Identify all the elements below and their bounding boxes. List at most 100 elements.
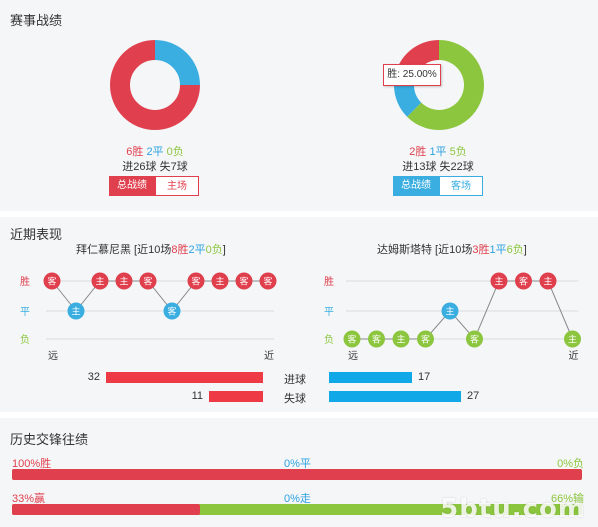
away-goals-for-bar [329,372,412,383]
recent-form-section: 近期表现 拜仁慕尼黑 [近10场8胜2平0负] 达姆斯塔特 [近10场3胜1平6… [0,217,598,412]
home-goals-against-bar [209,391,263,402]
h2h-draw-label: 0%平 [284,458,311,470]
away-form-match-venue: 客 [421,334,430,345]
away-draw-count: 1平 [429,146,447,158]
home-form-match-point[interactable] [259,272,277,290]
away-form-match-point[interactable] [417,330,434,348]
away-form-match-point[interactable] [515,272,532,290]
away-form-trend-line [352,280,573,340]
h2h-handicap-bar-track [12,504,582,515]
away-donut-slice-draw[interactable] [394,84,422,117]
h2h-handicap-loss-label: 66%输 [550,493,584,505]
h2h-handicap-bar [12,504,200,515]
home-form-match-point[interactable] [235,272,253,290]
away-form-match-point[interactable] [441,302,459,320]
head-to-head-section: 历史交锋往绩 100%胜 0%平 0%负 33%赢 0%走 66%输 5btu.… [0,418,598,527]
home-form-match-venue: 客 [191,276,200,287]
home-form-match-venue: 客 [47,276,56,287]
home-form-match-point[interactable] [115,272,133,290]
home-form-ylabel-D: 平 [20,307,30,318]
away-form-match-point[interactable] [539,272,557,290]
home-form-match-point[interactable] [67,302,85,320]
away-form-match-venue: 客 [347,334,356,345]
away-form-match-point[interactable] [564,330,581,348]
away-form-match-venue: 客 [372,334,381,345]
home-donut-slice-draw[interactable] [154,40,200,86]
h2h-result-bar [12,469,582,480]
away-goals-against-value: 27 [467,390,480,402]
home-form-match-point[interactable] [43,272,61,290]
home-form-ylabel-W: 胜 [20,276,30,288]
away-form-ylabel-L: 负 [324,333,334,346]
home-form-match-venue: 客 [143,276,152,287]
home-record-donut [110,40,200,130]
away-form-chart: 胜平负客客主客主客主客主主远近 [324,272,581,362]
away-form-match-venue: 主 [543,276,552,287]
home-form-match-point[interactable] [91,272,109,290]
home-form-match-venue: 主 [119,276,128,287]
away-form-xlabel-far: 远 [348,350,358,362]
home-form-match-point[interactable] [139,272,157,290]
away-venue-button[interactable]: 客场 [439,176,483,196]
site-watermark: 5btu.com [440,494,586,524]
home-team-name: 拜仁慕尼黑 [76,244,131,256]
away-total-record-button[interactable]: 总战绩 [393,176,439,196]
home-draw-count: 2平 [146,146,164,158]
away-loss-count: 5负 [449,146,467,158]
h2h-handicap-win-label: 33%赢 [12,493,46,505]
home-form-header: 拜仁慕尼黑 [近10场8胜2平0负] [76,244,226,256]
away-form-ylabel-D: 平 [324,307,334,318]
away-form-header: 达姆斯塔特 [近10场3胜1平6负] [377,244,527,256]
home-form-match-point[interactable] [187,272,205,290]
match-record-section: 赛事战绩 胜: 25.00% 6胜 2平 0负 进26球 失7球 总战绩 主场 … [0,0,598,211]
home-form-xlabel-near: 近 [264,349,274,362]
home-form-trend-line [51,280,268,312]
away-form-match-venue: 主 [494,276,503,287]
away-form-match-point[interactable] [466,330,483,348]
section-title: 近期表现 [10,227,63,242]
away-donut-slice-loss[interactable] [407,40,484,130]
home-form-match-point[interactable] [211,272,229,290]
home-goals-against-value: 11 [191,390,203,402]
away-goals-summary: 进13球 失22球 [402,161,474,173]
pie-tooltip: 胜: 25.00% [383,64,441,86]
home-goals-summary: 进26球 失7球 [122,161,188,173]
home-form-xlabel-far: 远 [48,350,58,362]
away-form-match-venue: 主 [445,306,454,317]
away-goals-against-bar [329,391,461,402]
h2h-handicap-push-label: 0%走 [284,493,311,505]
section-title: 赛事战绩 [10,13,63,28]
away-form-match-point[interactable] [490,272,508,290]
home-total-record-button[interactable]: 总战绩 [109,176,155,196]
goals-for-label: 进球 [284,374,306,386]
home-form-match-venue: 主 [95,276,104,287]
goals-against-label: 失球 [284,393,306,405]
home-form-chart: 胜平负客主主主客客客主客客远近 [20,272,277,362]
h2h-loss-label: 0%负 [557,458,584,470]
home-form-match-venue: 客 [263,276,272,287]
away-form-match-point[interactable] [343,330,361,348]
home-form-match-venue: 主 [215,276,224,287]
away-form-ylabel-W: 胜 [324,276,334,288]
h2h-win-label: 100%胜 [12,458,52,470]
away-form-match-venue: 客 [519,276,528,287]
away-form-match-venue: 客 [470,334,479,345]
home-venue-button[interactable]: 主场 [155,176,199,196]
away-form-match-venue: 主 [396,334,405,345]
home-form-ylabel-L: 负 [20,333,30,346]
home-form-match-venue: 客 [167,306,176,317]
home-wdl-summary: 6胜 2平 0负 [95,143,215,159]
away-form-match-venue: 主 [568,334,577,345]
home-loss-count: 0负 [166,146,184,158]
section-title: 历史交锋往绩 [10,432,89,447]
home-win-count: 6胜 [126,146,144,158]
away-goals-for-value: 17 [418,371,431,383]
home-form-match-point[interactable] [163,302,181,320]
away-form-match-point[interactable] [368,330,385,348]
home-goals-for-bar [106,372,263,383]
away-team-name: 达姆斯塔特 [377,244,432,256]
away-form-xlabel-near: 近 [569,349,579,362]
away-form-match-point[interactable] [392,330,410,348]
home-form-match-venue: 客 [239,276,248,287]
home-donut-slice-win[interactable] [110,40,200,130]
